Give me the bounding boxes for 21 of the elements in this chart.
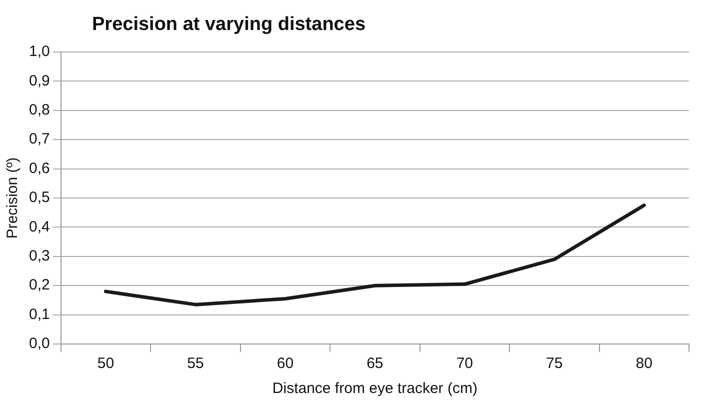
y-axis-title: Precision (º) — [4, 157, 22, 239]
chart-title: Precision at varying distances — [92, 14, 366, 36]
y-tick-label: 0,6 — [28, 160, 50, 177]
x-axis-title: Distance from eye tracker (cm) — [272, 380, 478, 398]
y-tick-label: 0,9 — [28, 72, 50, 90]
y-tick-label: 0,0 — [28, 335, 50, 352]
x-tick-label: 50 — [97, 355, 114, 372]
y-tick-label: 0,7 — [28, 130, 50, 148]
y-tick-label: 0,2 — [28, 276, 50, 294]
y-tick-label: 1,0 — [28, 43, 50, 60]
y-tick-label: 0,5 — [28, 189, 50, 206]
x-tick-label: 65 — [366, 355, 384, 372]
y-tick-label: 0,3 — [28, 248, 50, 265]
x-tick-label: 75 — [546, 355, 563, 372]
x-tick-label: 70 — [456, 355, 474, 372]
y-tick-label: 0,1 — [28, 306, 50, 323]
x-tick-label: 60 — [276, 355, 294, 372]
y-tick-label: 0,8 — [28, 102, 50, 119]
y-tick-label: 0,4 — [28, 218, 50, 236]
x-tick-label: 80 — [636, 355, 652, 372]
x-tick-label: 55 — [187, 355, 204, 372]
